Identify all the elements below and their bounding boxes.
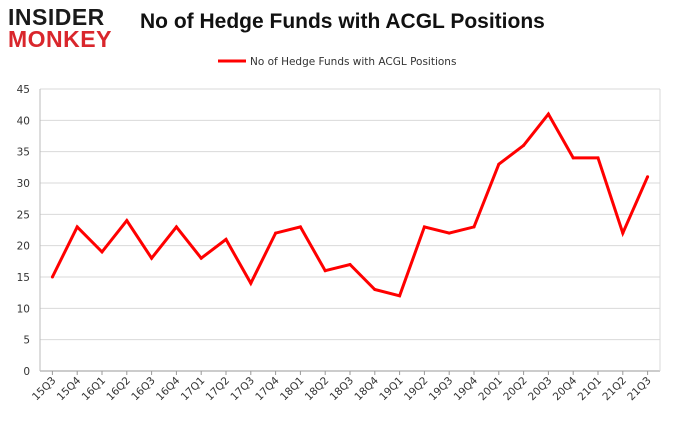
data-point-17Q3 — [249, 281, 253, 285]
y-tick-label-45: 45 — [17, 84, 30, 96]
x-tick-labels: 15Q315Q416Q116Q216Q316Q417Q117Q217Q317Q4… — [30, 371, 654, 403]
data-point-20Q4 — [571, 156, 575, 160]
y-tick-label-5: 5 — [23, 335, 30, 347]
y-tick-label-40: 40 — [17, 115, 30, 127]
data-point-20Q2 — [522, 143, 526, 147]
x-tick-label-19Q2: 19Q2 — [402, 375, 431, 404]
chart-title: No of Hedge Funds with ACGL Positions — [140, 10, 545, 33]
data-point-17Q1 — [199, 256, 203, 260]
x-tick-label-17Q3: 17Q3 — [228, 375, 257, 404]
data-point-19Q1 — [398, 294, 402, 298]
x-tick-label-19Q1: 19Q1 — [377, 375, 406, 404]
y-tick-label-10: 10 — [17, 303, 30, 315]
data-point-17Q2 — [224, 237, 228, 241]
x-tick-label-16Q4: 16Q4 — [154, 374, 183, 403]
x-tick-label-15Q4: 15Q4 — [55, 374, 84, 403]
insider-monkey-logo: INSIDER MONKEY — [8, 6, 126, 54]
y-tick-label-20: 20 — [17, 241, 30, 253]
x-tick-label-21Q3: 21Q3 — [625, 375, 654, 404]
x-tick-label-16Q2: 16Q2 — [104, 375, 133, 404]
data-point-17Q4 — [274, 231, 278, 235]
x-tick-label-18Q3: 18Q3 — [328, 375, 357, 404]
data-point-16Q1 — [100, 250, 104, 254]
logo-line-monkey: MONKEY — [8, 26, 112, 52]
logo-line-insider: INSIDER — [8, 4, 105, 30]
x-tick-label-20Q4: 20Q4 — [551, 374, 580, 403]
legend-label: No of Hedge Funds with ACGL Positions — [250, 56, 456, 68]
data-point-21Q1 — [596, 156, 600, 160]
data-point-18Q4 — [373, 288, 377, 292]
x-tick-label-18Q2: 18Q2 — [303, 375, 332, 404]
data-point-18Q2 — [323, 269, 327, 273]
data-point-16Q3 — [150, 256, 154, 260]
x-tick-label-21Q2: 21Q2 — [600, 375, 629, 404]
y-tick-label-30: 30 — [17, 178, 30, 190]
data-point-21Q2 — [621, 231, 625, 235]
data-point-15Q4 — [75, 225, 79, 229]
x-tick-label-16Q3: 16Q3 — [129, 375, 158, 404]
x-tick-label-17Q4: 17Q4 — [253, 374, 282, 403]
y-tick-label-0: 0 — [23, 366, 30, 378]
y-tick-label-15: 15 — [17, 272, 30, 284]
y-tick-labels: 0 5 10 15 20 25 30 35 40 45 — [17, 84, 30, 378]
x-tick-label-17Q2: 17Q2 — [204, 375, 233, 404]
x-tick-label-16Q1: 16Q1 — [80, 375, 109, 404]
y-tick-label-35: 35 — [17, 147, 30, 159]
data-point-15Q3 — [50, 275, 54, 279]
data-point-16Q4 — [174, 225, 178, 229]
data-point-19Q4 — [472, 225, 476, 229]
data-point-20Q1 — [497, 162, 501, 166]
series-line-0 — [51, 111, 649, 298]
x-tick-label-17Q1: 17Q1 — [179, 375, 208, 404]
data-point-21Q3 — [646, 175, 650, 179]
x-tick-label-20Q2: 20Q2 — [501, 375, 530, 404]
legend: No of Hedge Funds with ACGL Positions — [218, 56, 456, 68]
x-tick-label-21Q1: 21Q1 — [576, 375, 605, 404]
data-point-18Q3 — [348, 262, 352, 266]
x-tick-label-15Q3: 15Q3 — [30, 375, 59, 404]
data-point-16Q2 — [125, 219, 129, 223]
grid-layer — [40, 88, 660, 341]
x-tick-label-19Q3: 19Q3 — [427, 375, 456, 404]
series-layer — [50, 111, 650, 298]
data-point-19Q3 — [447, 231, 451, 235]
x-tick-label-20Q3: 20Q3 — [526, 375, 555, 404]
x-tick-label-20Q1: 20Q1 — [476, 375, 505, 404]
x-tick-label-18Q4: 18Q4 — [352, 374, 381, 403]
y-tick-label-25: 25 — [17, 209, 30, 221]
x-tick-label-18Q1: 18Q1 — [278, 375, 307, 404]
data-point-18Q1 — [298, 225, 302, 229]
data-point-20Q3 — [546, 112, 550, 116]
data-point-19Q2 — [422, 225, 426, 229]
x-tick-label-19Q4: 19Q4 — [452, 374, 481, 403]
